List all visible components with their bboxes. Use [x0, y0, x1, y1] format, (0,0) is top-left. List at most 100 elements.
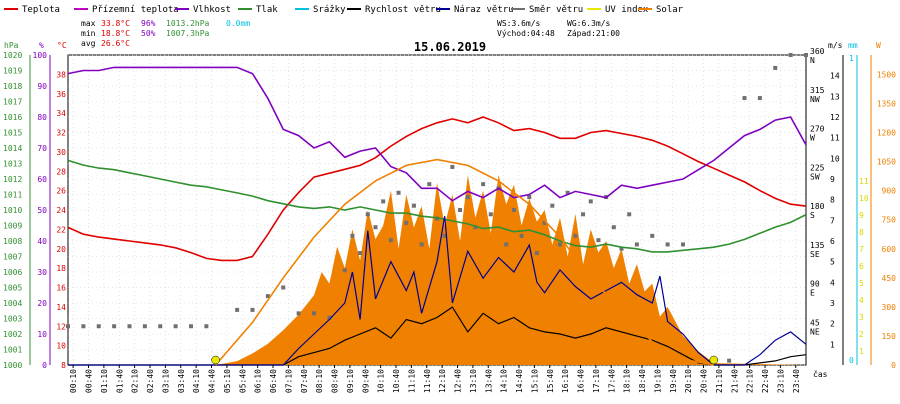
chart-axes: 1000100110021003100410051006100710081009…: [3, 47, 896, 393]
tick-w: 1200: [877, 129, 896, 138]
wind-direction-point: [627, 212, 632, 217]
tick-ms: 11: [830, 134, 840, 143]
x-tick-label: 22:10: [746, 369, 755, 393]
legend-label-7: Směr větru: [529, 5, 583, 15]
tick-w: 1050: [877, 158, 896, 167]
x-tick-label: 03:40: [177, 369, 186, 393]
tick-hpa: 1016: [3, 113, 22, 122]
tick-uv: 3: [859, 313, 864, 322]
wind-direction-point: [504, 242, 509, 247]
x-tick-label: 04:10: [192, 369, 201, 393]
tick-ms: 1: [830, 340, 835, 349]
tick-direction-name: NE: [810, 327, 820, 336]
wind-direction-point: [588, 199, 593, 204]
axis-unit-humidity: %: [39, 41, 44, 50]
tick-ms: 3: [830, 299, 835, 308]
series-line-n-raz-v-tru: [68, 216, 807, 366]
tick-ms: 2: [830, 320, 835, 329]
wind-direction-point: [381, 199, 386, 204]
series-line-vlhkost: [67, 66, 807, 202]
x-tick-label: 01:40: [115, 369, 124, 393]
x-tick-label: 17:10: [592, 369, 601, 393]
tick-ms: 5: [830, 258, 835, 267]
wind-direction-point: [265, 294, 270, 299]
stat-max-pressure: 1013.2hPa: [166, 19, 210, 28]
wind-direction-point: [327, 315, 332, 320]
tick-hpa: 1007: [3, 253, 22, 262]
wind-direction-point: [581, 212, 586, 217]
x-tick-label: 05:10: [223, 369, 232, 393]
x-tick-label: 17:40: [607, 369, 616, 393]
tick-hpa: 1006: [3, 268, 22, 277]
x-tick-label: 23:40: [792, 369, 801, 393]
tick-ms: 9: [830, 175, 835, 184]
wind-direction-point: [527, 195, 532, 200]
x-tick-label: 22:40: [761, 369, 770, 393]
series-line-solar-theoretical: [214, 158, 714, 366]
tick-uv: 10: [859, 194, 869, 203]
wind-direction-point: [534, 251, 539, 256]
tick-humidity: 100: [33, 51, 48, 60]
wind-direction-point: [158, 324, 163, 329]
legend-label-5: Rychlost větru: [365, 5, 441, 15]
wind-direction-point: [373, 225, 378, 230]
sunset-info: Západ:21:00: [567, 29, 620, 38]
tick-hpa: 1005: [3, 284, 22, 293]
x-tick-label: 06:40: [269, 369, 278, 393]
wind-info-block: WS:3.6m/s WG:6.3m/s Východ:04:48 Západ:2…: [497, 19, 620, 38]
wind-direction-point: [358, 251, 363, 256]
x-tick-label: 12:10: [438, 369, 447, 393]
tick-ms: 12: [830, 113, 840, 122]
tick-hpa: 1013: [3, 160, 22, 169]
wind-direction-point: [396, 190, 401, 195]
axis-unit-mm: mm: [848, 41, 858, 50]
tick-temp: 24: [56, 206, 66, 215]
wind-direction-point: [388, 238, 393, 243]
legend-label-0: Teplota: [22, 5, 60, 15]
tick-temp: 28: [56, 167, 66, 176]
tick-temp: 14: [56, 303, 66, 312]
wind-direction-point: [127, 324, 132, 329]
tick-direction-name: SE: [810, 250, 820, 259]
tick-hpa: 1014: [3, 144, 22, 153]
wind-direction-point: [681, 242, 685, 247]
tick-uv: 1: [859, 347, 864, 356]
series-line-teplota: [67, 116, 807, 262]
tick-direction-deg: 225: [810, 163, 825, 172]
tick-uv: 7: [859, 245, 864, 254]
x-tick-label: 04:40: [208, 369, 217, 393]
tick-humidity: 0: [42, 361, 47, 370]
x-tick-label: 11:10: [407, 369, 416, 393]
wind-direction-point: [727, 358, 732, 363]
axis-unit-ms: m/s: [828, 41, 843, 50]
x-tick-label: 06:10: [254, 369, 263, 393]
tick-w: 1350: [877, 99, 896, 108]
x-tick-label: 15:40: [546, 369, 555, 393]
tick-w: 300: [882, 303, 897, 312]
tick-temp: 16: [56, 284, 66, 293]
wind-direction-point: [565, 190, 570, 195]
wind-direction-point: [511, 208, 516, 212]
tick-hpa: 1011: [3, 191, 22, 200]
x-tick-label: 07:10: [284, 369, 293, 393]
wind-direction-point: [596, 238, 601, 243]
wind-direction-point: [450, 164, 455, 169]
legend-label-8: UV index: [605, 5, 649, 15]
x-tick-label: 18:40: [638, 369, 647, 393]
tick-uv: 8: [859, 228, 864, 237]
wind-direction-point: [619, 246, 624, 251]
tick-temp: 26: [56, 187, 66, 196]
chart-legend: Teplota Přízemní teplota Vlhkost Tlak Srážky…: [4, 5, 684, 15]
x-tick-label: 21:40: [730, 369, 739, 393]
tick-w: 450: [882, 274, 897, 283]
x-tick-label: 09:40: [361, 369, 370, 393]
axis-unit-hpa: hPa: [4, 41, 19, 50]
tick-w: 1500: [877, 70, 896, 79]
wind-direction-point: [66, 324, 70, 329]
legend-label-4: Srážky: [313, 5, 346, 15]
tick-hpa: 1002: [3, 330, 22, 339]
wind-direction-point: [773, 65, 778, 70]
wind-direction-point: [427, 182, 432, 187]
wind-direction-point: [788, 53, 793, 57]
